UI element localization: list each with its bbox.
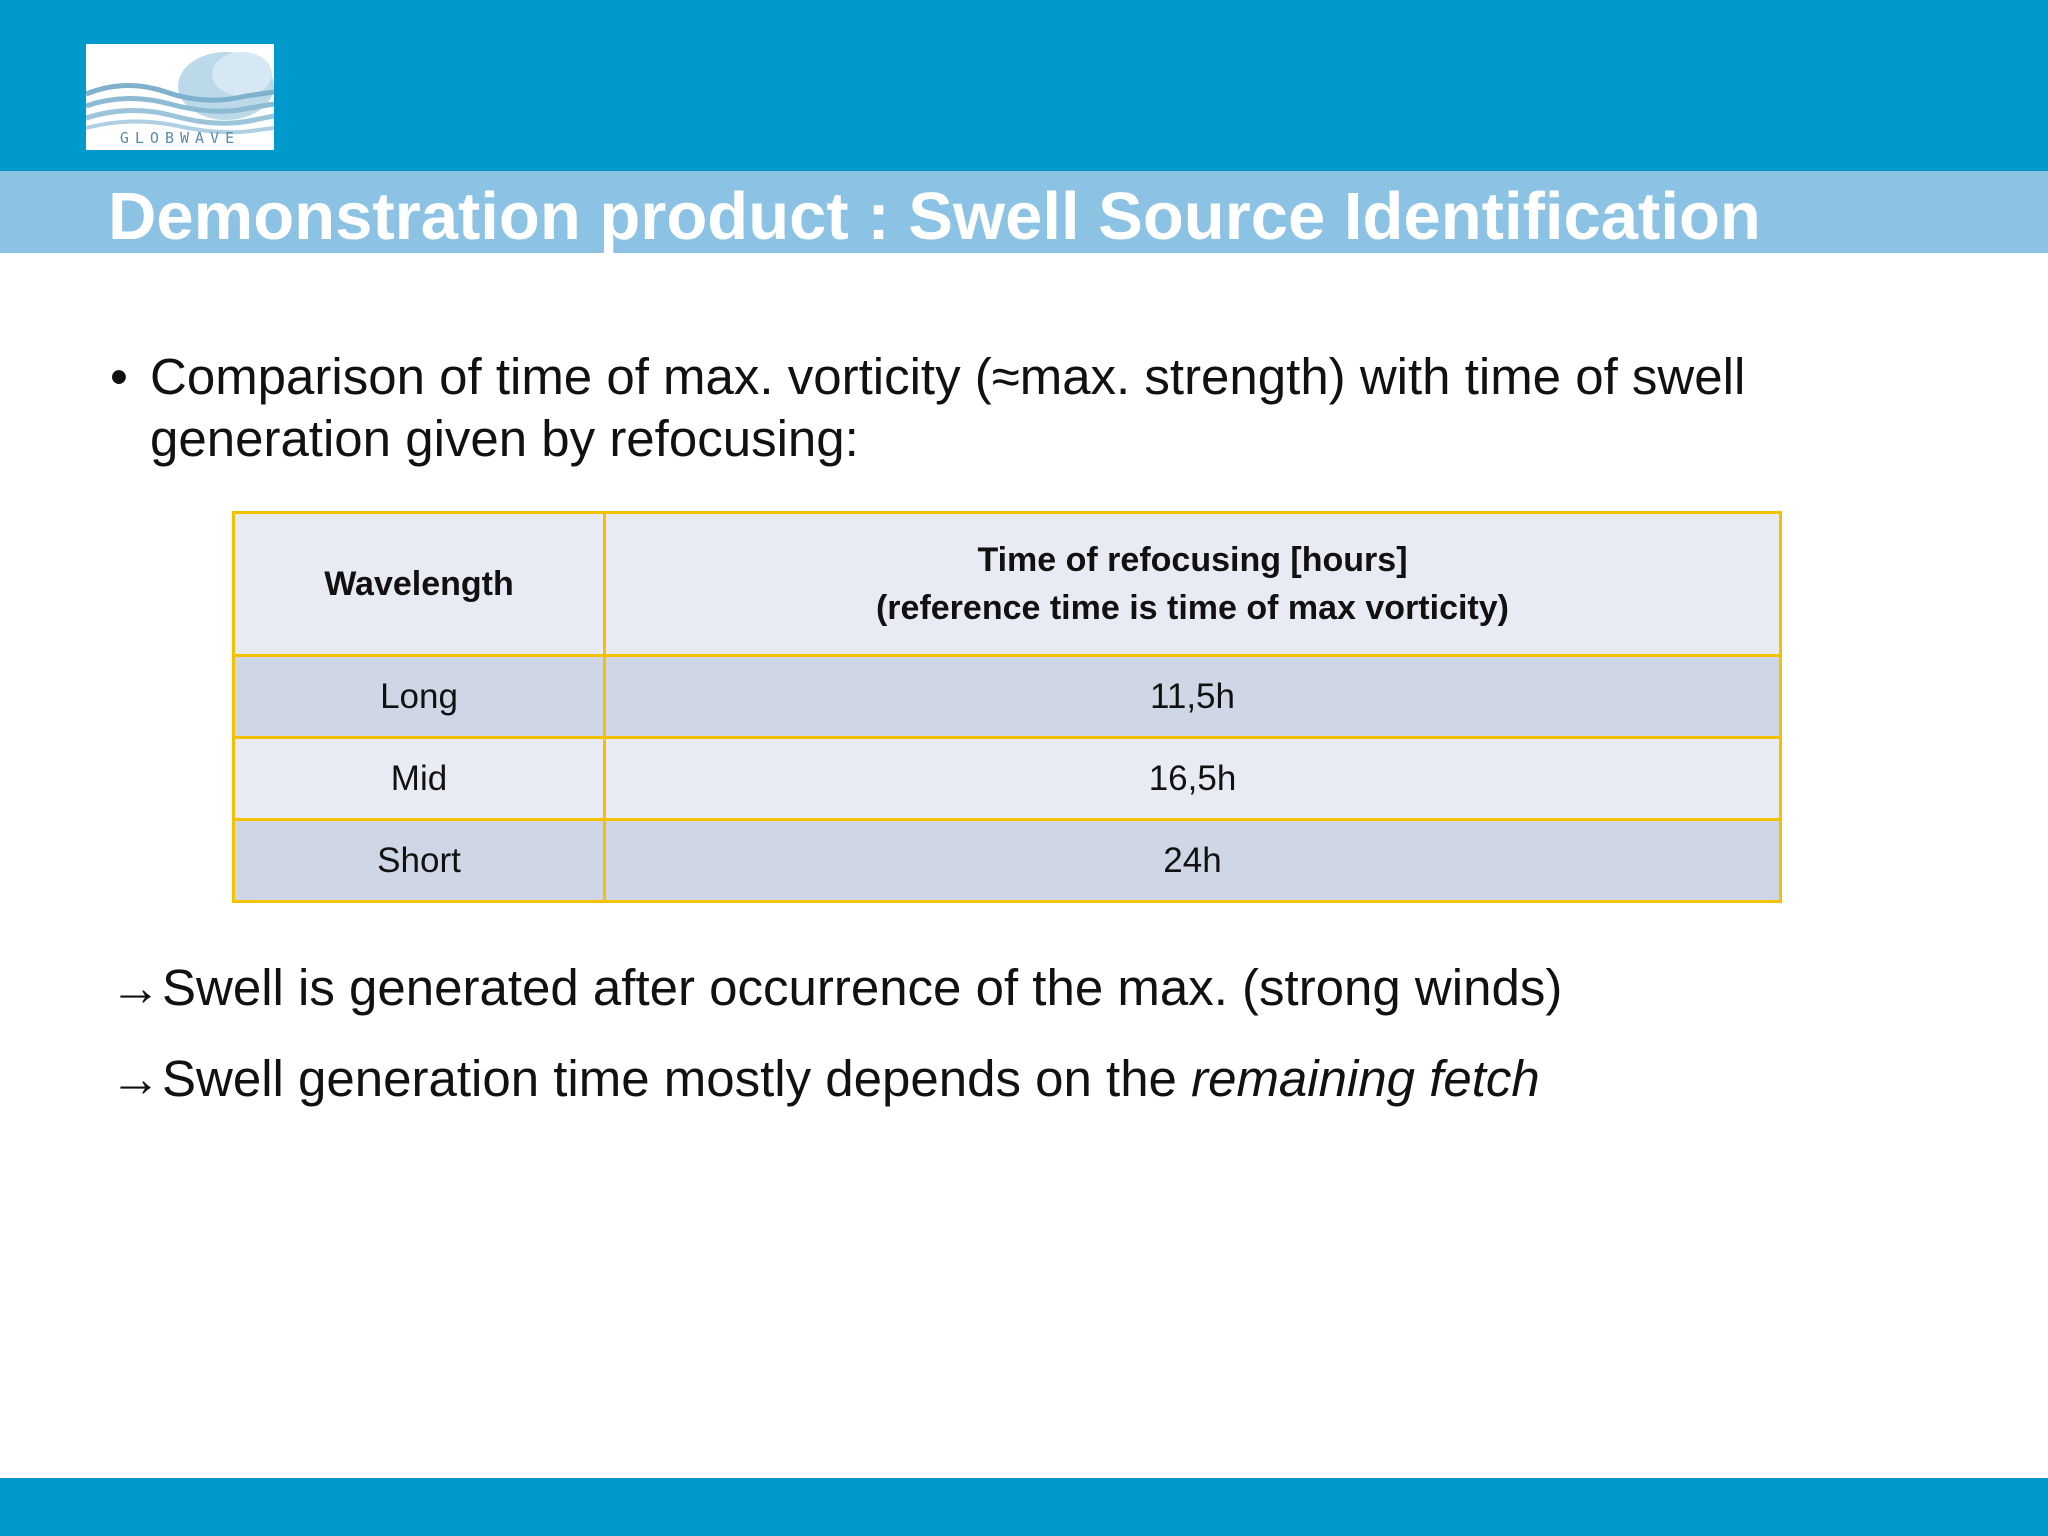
conclusion-italic-text: remaining fetch (1191, 1050, 1540, 1107)
right-arrow-icon: → (110, 959, 161, 1016)
cell-wavelength: Mid (232, 736, 606, 821)
slide-title: Demonstration product : Swell Source Ide… (108, 179, 1761, 254)
title-band (0, 171, 2048, 253)
conclusion-line-1: →Swell is generated after occurrence of … (110, 957, 1910, 1019)
table-row: Long 11,5h (232, 654, 1782, 739)
conclusion-text: Swell is generated after occurrence of t… (162, 959, 1563, 1016)
table-row: Mid 16,5h (232, 736, 1782, 821)
header-time-of-refocusing: Time of refocusing [hours] (reference ti… (603, 511, 1782, 657)
cell-wavelength: Long (232, 654, 606, 739)
table-row: Short 24h (232, 818, 1782, 903)
cell-time: 11,5h (603, 654, 1782, 739)
cell-wavelength: Short (232, 818, 606, 903)
conclusion-text: Swell generation time mostly depends on … (162, 1050, 1192, 1107)
conclusion-line-2: →Swell generation time mostly depends on… (110, 1048, 1910, 1110)
header-band (0, 0, 2048, 171)
logo-wordmark: GLOBWAVE (119, 129, 241, 147)
cell-time: 16,5h (603, 736, 1782, 821)
right-arrow-icon: → (110, 1050, 161, 1107)
footer-band (0, 1478, 2048, 1536)
header-time-line1: Time of refocusing [hours] (977, 541, 1408, 579)
header-time-line2: (reference time is time of max vorticity… (875, 589, 1509, 627)
refocusing-table: Wavelength Time of refocusing [hours] (r… (232, 511, 1782, 903)
cell-time: 24h (603, 818, 1782, 903)
table-header-row: Wavelength Time of refocusing [hours] (r… (232, 511, 1782, 657)
bullet-text: Comparison of time of max. vorticity (≈m… (150, 348, 1746, 467)
header-wavelength: Wavelength (232, 511, 606, 657)
globwave-logo: GLOBWAVE (86, 44, 274, 150)
bullet-dot: • (110, 348, 128, 405)
wave-logo-icon (86, 52, 274, 135)
